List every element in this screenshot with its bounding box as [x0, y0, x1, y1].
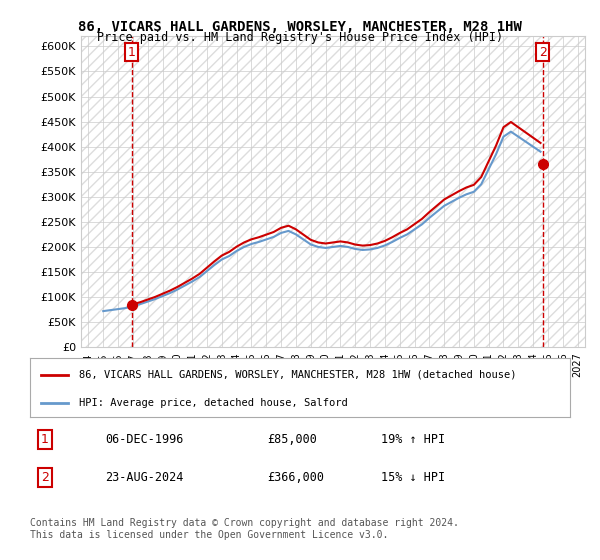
Text: 2: 2 [41, 471, 49, 484]
Text: 86, VICARS HALL GARDENS, WORSLEY, MANCHESTER, M28 1HW (detached house): 86, VICARS HALL GARDENS, WORSLEY, MANCHE… [79, 370, 516, 380]
Text: Price paid vs. HM Land Registry's House Price Index (HPI): Price paid vs. HM Land Registry's House … [97, 31, 503, 44]
Text: 1: 1 [41, 433, 49, 446]
Text: £366,000: £366,000 [268, 471, 325, 484]
Text: £85,000: £85,000 [268, 433, 317, 446]
Text: HPI: Average price, detached house, Salford: HPI: Average price, detached house, Salf… [79, 398, 347, 408]
Text: 06-DEC-1996: 06-DEC-1996 [106, 433, 184, 446]
Text: 2: 2 [539, 46, 547, 59]
Text: 86, VICARS HALL GARDENS, WORSLEY, MANCHESTER, M28 1HW: 86, VICARS HALL GARDENS, WORSLEY, MANCHE… [78, 20, 522, 34]
Text: Contains HM Land Registry data © Crown copyright and database right 2024.
This d: Contains HM Land Registry data © Crown c… [30, 518, 459, 540]
Text: 23-AUG-2024: 23-AUG-2024 [106, 471, 184, 484]
Text: 15% ↓ HPI: 15% ↓ HPI [381, 471, 445, 484]
Text: 1: 1 [128, 46, 136, 59]
Text: 19% ↑ HPI: 19% ↑ HPI [381, 433, 445, 446]
